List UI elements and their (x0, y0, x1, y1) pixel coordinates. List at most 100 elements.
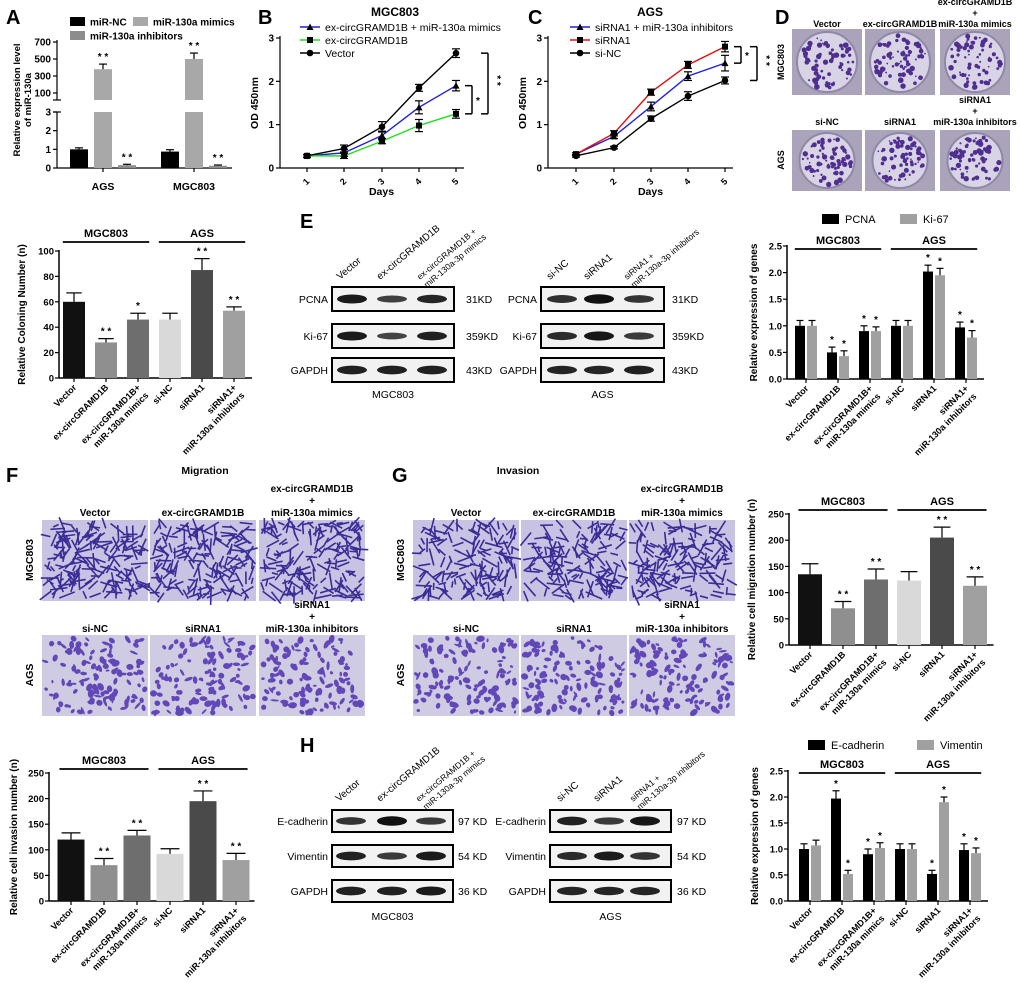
y-tick-label: 2.5 (770, 767, 784, 778)
stained-cell (170, 662, 175, 668)
stained-cell (433, 525, 437, 540)
stained-cell (305, 708, 312, 716)
stained-cell (476, 666, 481, 670)
colony (910, 158, 912, 160)
stained-cell (682, 664, 686, 669)
stained-cell (299, 709, 305, 715)
stained-cell (698, 637, 707, 644)
stained-cell (239, 521, 253, 525)
colony (902, 158, 908, 164)
stained-cell (223, 557, 229, 569)
stained-cell (659, 547, 666, 556)
column-label: ex-circGRAMD1B (641, 484, 724, 495)
chart-title: AGS (637, 5, 663, 19)
stained-cell (541, 678, 548, 684)
stained-cell (429, 517, 435, 535)
colony (979, 80, 984, 84)
stained-cell (305, 555, 318, 559)
stained-cell (129, 650, 138, 655)
stained-cell (92, 541, 108, 552)
stained-cell (352, 555, 365, 562)
x-tick-label: MGC803 (173, 181, 215, 193)
stained-cell (557, 541, 565, 555)
stained-cell (237, 557, 246, 568)
stained-cell (130, 545, 138, 561)
column-label: + (309, 612, 315, 623)
stained-cell (189, 527, 201, 531)
stained-cell (107, 653, 114, 658)
stained-cell (175, 526, 190, 533)
square-marker (648, 89, 654, 96)
stained-cell (237, 640, 246, 646)
stained-cell (275, 691, 281, 696)
stained-cell (312, 589, 318, 605)
colony (959, 45, 963, 49)
stained-cell (177, 653, 184, 659)
stained-cell (158, 518, 168, 529)
stained-cell (598, 526, 602, 534)
protein-band (630, 852, 660, 860)
stained-cell (260, 661, 267, 668)
colony (973, 176, 976, 179)
molecular-weight-label: 43KD (466, 365, 493, 377)
stained-cell (427, 637, 434, 643)
stained-cell (721, 569, 727, 583)
stained-cell (59, 591, 76, 599)
stained-cell (608, 526, 613, 541)
colony (950, 47, 954, 51)
bar (795, 325, 805, 379)
blot-border (549, 809, 672, 833)
bar (903, 325, 913, 379)
stained-cell (54, 532, 65, 548)
stained-cell (232, 662, 241, 666)
stained-cell (664, 655, 669, 660)
stained-cell (139, 660, 145, 666)
stained-cell (350, 694, 358, 700)
stained-cell (443, 693, 451, 700)
colony (814, 84, 820, 90)
stained-cell (484, 541, 503, 549)
stained-cell (99, 648, 108, 653)
stained-cell (551, 545, 565, 549)
stained-cell (240, 662, 249, 667)
colony (808, 79, 811, 82)
colony (815, 53, 822, 60)
stained-cell (304, 579, 315, 587)
stained-cell (221, 698, 227, 707)
stained-cell (586, 579, 595, 596)
stained-cell (595, 698, 599, 703)
y-tick-label: 500 (34, 55, 51, 66)
stained-cell (555, 565, 561, 574)
stained-cell (85, 539, 97, 547)
stained-cell (420, 537, 426, 545)
colony (909, 65, 915, 72)
stained-cell (609, 672, 616, 677)
stained-cell (264, 563, 271, 570)
stained-cell (473, 687, 478, 692)
stained-cell (609, 532, 619, 538)
stained-cell (595, 671, 603, 679)
y-tick-label: 2 (45, 126, 51, 137)
x-tick-label: 1 (301, 176, 312, 187)
stained-cell (212, 667, 217, 672)
stained-cell (137, 544, 149, 552)
x-tick-label: si-NC (883, 383, 907, 407)
colony (985, 176, 988, 180)
stained-cell (173, 546, 190, 554)
colony (912, 141, 917, 146)
micrograph-background (629, 635, 735, 716)
significance-stars: * * (101, 327, 112, 338)
significance-stars: * (136, 301, 140, 312)
stained-cell (317, 523, 323, 534)
stained-cell (149, 554, 164, 560)
blot-row-label: Ki-67 (512, 331, 537, 343)
stained-cell (452, 657, 457, 665)
stained-cell (307, 521, 315, 529)
column-label: si-NC (453, 624, 479, 635)
stained-cell (633, 648, 640, 654)
column-label: + (679, 612, 685, 623)
stained-cell (197, 542, 202, 550)
colony (881, 156, 887, 162)
stained-cell (651, 643, 656, 651)
stained-cell (519, 532, 532, 547)
